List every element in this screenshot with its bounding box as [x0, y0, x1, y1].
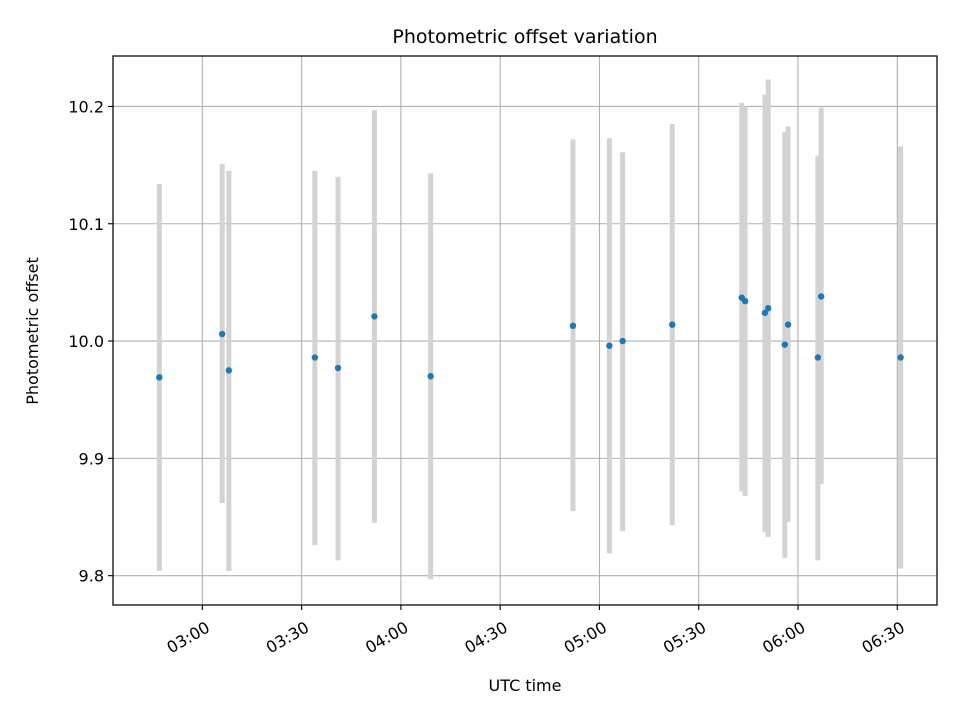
data-point [784, 321, 792, 328]
data-points [156, 293, 904, 381]
data-point [311, 354, 319, 361]
x-axis-label: UTC time [489, 676, 562, 695]
data-point [669, 321, 676, 328]
y-tick-label: 10.2 [68, 97, 104, 116]
y-tick-label: 9.9 [79, 449, 104, 468]
grid [113, 56, 937, 605]
chart-title: Photometric offset variation [392, 26, 657, 48]
plot-frame [112, 55, 938, 606]
data-point [761, 309, 769, 317]
data-point [225, 367, 233, 374]
data-point [817, 293, 825, 300]
data-point [569, 322, 577, 330]
data-point [427, 373, 434, 380]
y-axis-ticks: 9.8 9.9 10.0 10.1 10.2 [68, 97, 113, 586]
y-tick-label: 9.8 [79, 567, 104, 586]
data-point [741, 297, 749, 305]
data-point [334, 364, 342, 372]
y-tick-label: 10.0 [68, 332, 104, 351]
data-point [897, 354, 904, 361]
data-point [156, 374, 163, 381]
data-point [765, 305, 772, 312]
data-point [219, 330, 226, 338]
data-point [814, 354, 822, 361]
y-axis-label: Photometric offset [23, 257, 42, 405]
y-tick-label: 10.1 [68, 215, 104, 234]
data-point [371, 313, 378, 320]
data-point [619, 337, 626, 345]
data-point [606, 342, 613, 349]
data-point [781, 341, 788, 348]
